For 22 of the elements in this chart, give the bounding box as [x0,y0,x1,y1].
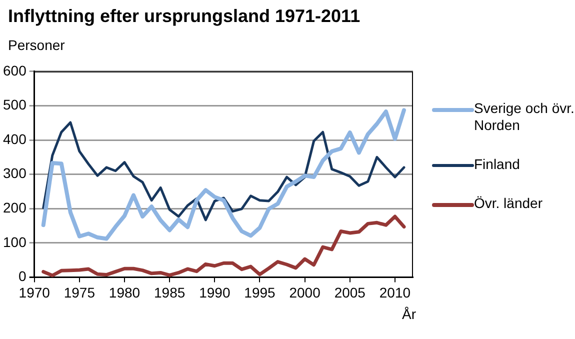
y-tick-label: 300 [3,165,27,182]
x-tick-label: 1970 [18,284,50,300]
legend-label: Övr. länder [474,195,544,212]
x-tick-label: 2000 [289,284,321,300]
x-axis-title: År [402,306,416,322]
x-tick-label: 1990 [199,284,230,300]
y-tick-label: 200 [3,199,27,216]
y-axis-title: Personer [8,37,65,53]
x-tick-label: 1975 [64,284,96,300]
x-tick-label: 1985 [154,284,186,300]
x-tick-label: 1980 [108,284,140,300]
y-tick-label: 600 [3,62,27,78]
x-tick-label: 2010 [379,284,411,300]
y-tick-label: 0 [18,268,27,284]
y-tick-label: 100 [3,234,27,250]
x-tick-label: 2005 [334,284,366,300]
chart-title: Inflyttning efter ursprungsland 1971-2011 [8,6,360,27]
x-tick-label: 1995 [244,284,276,300]
legend-label: Finland [474,156,521,173]
y-tick-label: 400 [3,130,27,147]
y-tick-label: 500 [3,96,27,113]
legend-label: Sverige och övr. Norden [474,100,575,134]
